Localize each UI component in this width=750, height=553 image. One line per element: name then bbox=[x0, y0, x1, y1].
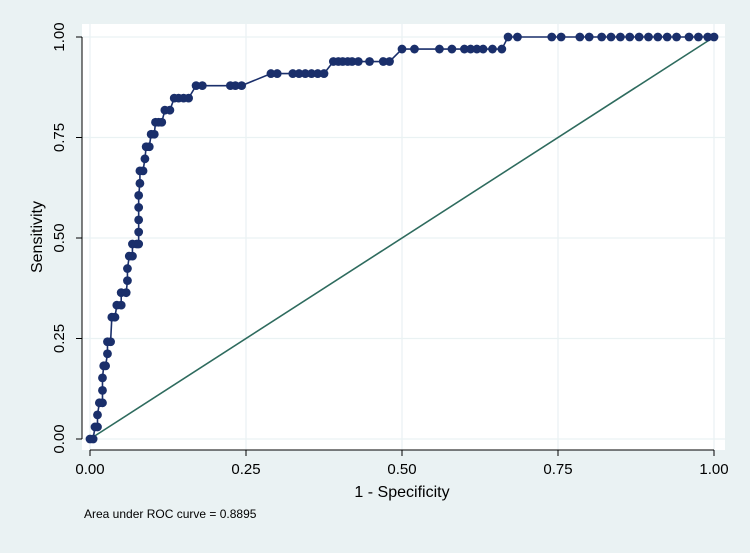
roc-point bbox=[584, 32, 594, 42]
roc-point bbox=[237, 81, 247, 91]
roc-point bbox=[110, 312, 120, 322]
x-axis-title: 1 - Specificity bbox=[354, 484, 449, 501]
roc-point bbox=[184, 93, 193, 103]
roc-point bbox=[410, 44, 419, 54]
roc-point bbox=[134, 227, 144, 237]
roc-point bbox=[478, 44, 488, 54]
roc-point bbox=[197, 81, 207, 91]
roc-point bbox=[98, 385, 107, 395]
roc-point bbox=[513, 32, 522, 42]
roc-point bbox=[634, 32, 644, 42]
roc-point bbox=[191, 81, 201, 91]
roc-point bbox=[149, 129, 159, 139]
roc-point bbox=[625, 32, 635, 42]
roc-point bbox=[272, 69, 282, 78]
roc-point bbox=[294, 69, 304, 78]
roc-point bbox=[116, 300, 126, 310]
roc-point bbox=[88, 434, 98, 444]
roc-point bbox=[165, 105, 175, 115]
y-tick-label: 0.00 bbox=[51, 424, 68, 453]
roc-point bbox=[123, 264, 132, 273]
roc-point bbox=[353, 57, 363, 66]
roc-point bbox=[460, 44, 469, 54]
y-tick-label: 1.00 bbox=[51, 22, 68, 51]
roc-point bbox=[134, 190, 144, 200]
roc-point bbox=[378, 57, 388, 66]
auc-annotation: Area under ROC curve = 0.8895 bbox=[84, 507, 257, 521]
roc-point bbox=[319, 69, 329, 78]
x-tick-label: 0.50 bbox=[387, 461, 416, 478]
roc-point bbox=[157, 117, 167, 127]
roc-point bbox=[134, 239, 144, 249]
roc-point bbox=[616, 32, 625, 42]
roc-point bbox=[135, 178, 145, 188]
grid-lines bbox=[82, 24, 725, 450]
roc-point bbox=[123, 276, 132, 286]
roc-point bbox=[98, 373, 107, 383]
reference-line bbox=[89, 36, 715, 440]
roc-point bbox=[644, 32, 653, 42]
roc-point bbox=[103, 349, 112, 359]
roc-point bbox=[684, 32, 694, 42]
roc-point bbox=[466, 44, 476, 54]
y-tick-label: 0.50 bbox=[51, 223, 68, 252]
roc-point bbox=[709, 32, 719, 42]
roc-point bbox=[288, 69, 298, 78]
roc-point bbox=[435, 44, 444, 54]
roc-point bbox=[230, 81, 240, 91]
y-tick-label: 0.25 bbox=[51, 324, 68, 353]
roc-point bbox=[694, 32, 703, 42]
roc-point bbox=[347, 57, 357, 66]
roc-point bbox=[703, 32, 713, 42]
roc-point bbox=[144, 142, 154, 152]
roc-point bbox=[134, 215, 144, 225]
roc-point bbox=[140, 154, 150, 164]
roc-point bbox=[662, 32, 672, 42]
roc-point bbox=[672, 32, 681, 42]
y-tick-label: 0.75 bbox=[51, 123, 68, 152]
x-tick-label: 0.00 bbox=[75, 461, 104, 478]
roc-point bbox=[101, 361, 110, 371]
x-tick-label: 1.00 bbox=[699, 461, 728, 478]
roc-point bbox=[121, 288, 131, 298]
roc-point bbox=[128, 251, 137, 261]
roc-point bbox=[547, 32, 557, 42]
roc-point bbox=[365, 57, 374, 66]
roc-point bbox=[98, 398, 107, 408]
roc-point bbox=[447, 44, 457, 54]
y-axis-title: Sensitivity bbox=[29, 201, 46, 273]
roc-point bbox=[300, 69, 310, 78]
roc-point bbox=[134, 203, 144, 212]
roc-point bbox=[575, 32, 585, 42]
roc-point bbox=[488, 44, 497, 54]
x-tick-label: 0.75 bbox=[543, 461, 572, 478]
roc-point bbox=[307, 69, 316, 78]
roc-point bbox=[397, 44, 407, 54]
roc-point bbox=[385, 57, 394, 66]
roc-point bbox=[93, 422, 102, 432]
roc-point bbox=[106, 337, 115, 347]
tick-labels: 0.00 0.25 0.50 0.75 1.00 0.00 0.25 0.50 0.75 1.00 bbox=[51, 22, 729, 478]
roc-point bbox=[606, 32, 616, 42]
roc-point bbox=[266, 69, 276, 78]
roc-point bbox=[472, 44, 482, 54]
roc-point bbox=[93, 410, 102, 420]
roc-point bbox=[138, 166, 148, 176]
x-tick-label: 0.25 bbox=[231, 461, 260, 478]
roc-point bbox=[556, 32, 566, 42]
roc-point bbox=[503, 32, 513, 42]
roc-point bbox=[497, 44, 507, 54]
roc-point bbox=[653, 32, 663, 42]
roc-point bbox=[597, 32, 607, 42]
roc-point bbox=[313, 69, 323, 78]
series bbox=[85, 32, 719, 444]
